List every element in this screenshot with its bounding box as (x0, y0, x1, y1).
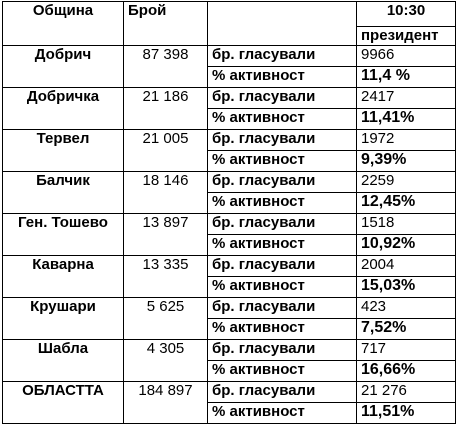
municipality-name: Тервел (2, 129, 124, 172)
municipality-name: Добричка (2, 87, 124, 130)
population-count: 4 305 (123, 339, 208, 382)
table-row: % активност 7,52% (3, 318, 456, 340)
table-row: Тервел 21 005 бр. гласували 1972 (2, 129, 456, 172)
activity-percent: 7,52% (356, 318, 456, 340)
table-row: % активност 11,41% (3, 108, 456, 130)
voted-label: бр. гласували (207, 255, 357, 277)
header-cell: президент (356, 26, 456, 46)
voted-label: бр. гласували (207, 339, 357, 361)
table-row: % активност 11,51% (3, 402, 456, 424)
activity-label: % активност (207, 276, 357, 298)
table-row: % активност 16,66% (3, 360, 456, 382)
table-row: Шабла 4 305 бр. гласували 717 (2, 339, 456, 382)
voted-label: бр. гласували (207, 45, 357, 67)
voted-count: 717 (356, 339, 456, 361)
activity-label: % активност (207, 402, 357, 424)
table-row: % активност 15,03% (3, 276, 456, 298)
voted-count: 423 (356, 297, 456, 319)
voted-label: бр. гласували (207, 171, 357, 193)
activity-label: % активност (207, 150, 357, 172)
municipality-name: Добрич (2, 45, 124, 88)
municipality-name: Каварна (2, 255, 124, 298)
municipality-name: Балчик (2, 171, 124, 214)
activity-label: % активност (207, 318, 357, 340)
voted-count: 2004 (356, 255, 456, 277)
table-row: Добрич 87 398 бр. гласували 9966 (2, 45, 456, 88)
voted-label: бр. гласували (207, 129, 357, 151)
activity-percent: 12,45% (356, 192, 456, 214)
voted-label: бр. гласували (207, 381, 357, 403)
municipality-name: Шабла (2, 339, 124, 382)
population-count: 13 335 (123, 255, 208, 298)
population-count: 87 398 (123, 45, 208, 88)
voted-count: 1518 (356, 213, 456, 235)
activity-percent: 11,41% (356, 108, 456, 130)
activity-label: % активност (207, 360, 357, 382)
turnout-table: Община Брой 10:30 президент Добрич 87 398… (2, 1, 456, 424)
table-row: Ген. Тошево 13 897 бр. гласували 1518 (2, 213, 456, 256)
table-row: Балчик 18 146 бр. гласували 2259 (2, 171, 456, 214)
header-cell: Община (2, 1, 124, 46)
header-cell: 10:30 (356, 1, 456, 27)
activity-label: % активност (207, 234, 357, 256)
table-row: Добричка 21 186 бр. гласували 2417 (2, 87, 456, 130)
population-count: 5 625 (123, 297, 208, 340)
activity-percent: 10,92% (356, 234, 456, 256)
activity-percent: 11,4 % (356, 66, 456, 88)
voted-label: бр. гласували (207, 297, 357, 319)
header-row: Община Брой 10:30 (2, 1, 456, 46)
table-row: % активност 10,92% (3, 234, 456, 256)
population-count: 21 005 (123, 129, 208, 172)
table-row: ОБЛАСТТА 184 897 бр. гласували 21 276 (2, 381, 456, 424)
table-row: % активност 12,45% (3, 192, 456, 214)
voted-label: бр. гласували (207, 213, 357, 235)
voted-count: 21 276 (356, 381, 456, 403)
voted-count: 2259 (356, 171, 456, 193)
activity-label: % активност (207, 108, 357, 130)
municipality-name: Крушари (2, 297, 124, 340)
population-count: 184 897 (123, 381, 208, 424)
voted-label: бр. гласували (207, 87, 357, 109)
activity-label: % активност (207, 192, 357, 214)
header-cell: Брой (123, 1, 208, 46)
activity-percent: 15,03% (356, 276, 456, 298)
voted-count: 2417 (356, 87, 456, 109)
voted-count: 1972 (356, 129, 456, 151)
table-row: Каварна 13 335 бр. гласували 2004 (2, 255, 456, 298)
activity-percent: 16,66% (356, 360, 456, 382)
activity-label: % активност (207, 66, 357, 88)
population-count: 13 897 (123, 213, 208, 256)
population-count: 21 186 (123, 87, 208, 130)
voted-count: 9966 (356, 45, 456, 67)
municipality-name: ОБЛАСТТА (2, 381, 124, 424)
activity-percent: 11,51% (356, 402, 456, 424)
activity-percent: 9,39% (356, 150, 456, 172)
population-count: 18 146 (123, 171, 208, 214)
table-row: Крушари 5 625 бр. гласували 423 (2, 297, 456, 340)
header-cell (207, 1, 357, 46)
municipality-name: Ген. Тошево (2, 213, 124, 256)
